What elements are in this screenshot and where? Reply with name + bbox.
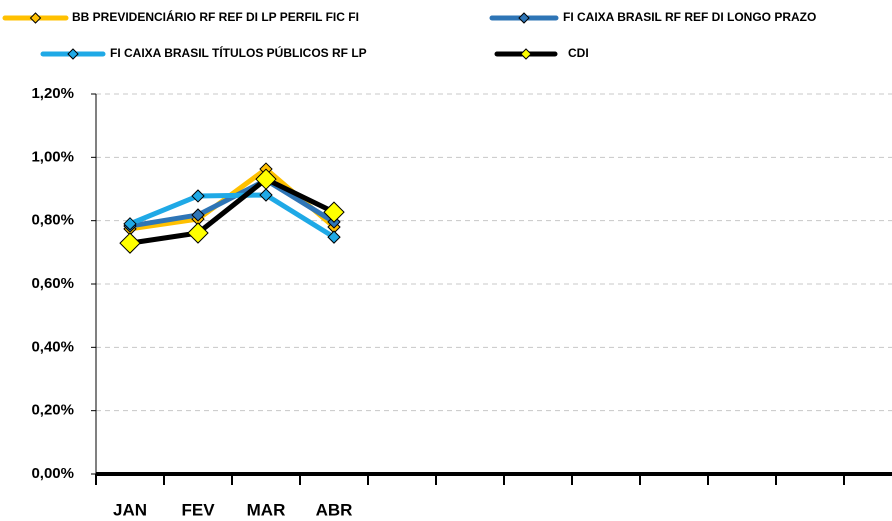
y-tick-label: 1,20% [31, 85, 74, 102]
series-line [129, 192, 336, 240]
point-marker [123, 217, 137, 231]
x-tick-label: MAR [247, 500, 286, 519]
point-marker [327, 230, 341, 244]
series-line [129, 176, 336, 246]
legend-marker [518, 12, 530, 24]
y-tick-label: 0,00% [31, 465, 74, 482]
y-tick-label: 0,80% [31, 212, 74, 229]
point-marker [255, 168, 277, 190]
legend-label: FI CAIXA BRASIL RF REF DI LONGO PRAZO [563, 10, 816, 24]
point-marker [119, 232, 141, 254]
y-tick-label: 0,60% [31, 275, 74, 292]
legend-marker [29, 12, 42, 24]
x-tick-label: JAN [113, 500, 147, 519]
point-marker [191, 208, 205, 222]
y-tick-label: 0,20% [31, 402, 74, 419]
point-marker [191, 189, 205, 203]
point-marker [259, 188, 273, 202]
x-tick-label: ABR [316, 500, 353, 519]
legend-marker [520, 48, 532, 60]
legend-marker [67, 48, 79, 60]
point-marker [323, 201, 345, 223]
point-marker [187, 222, 209, 244]
legend-label: FI CAIXA BRASIL TÍTULOS PÚBLICOS RF LP [110, 45, 367, 60]
legend-label: CDI [568, 46, 589, 60]
y-tick-label: 0,40% [31, 338, 74, 355]
x-tick-label: FEV [181, 500, 215, 519]
y-tick-label: 1,00% [31, 148, 74, 165]
legend-label: BB PREVIDENCIÁRIO RF REF DI LP PERFIL FI… [72, 9, 359, 24]
